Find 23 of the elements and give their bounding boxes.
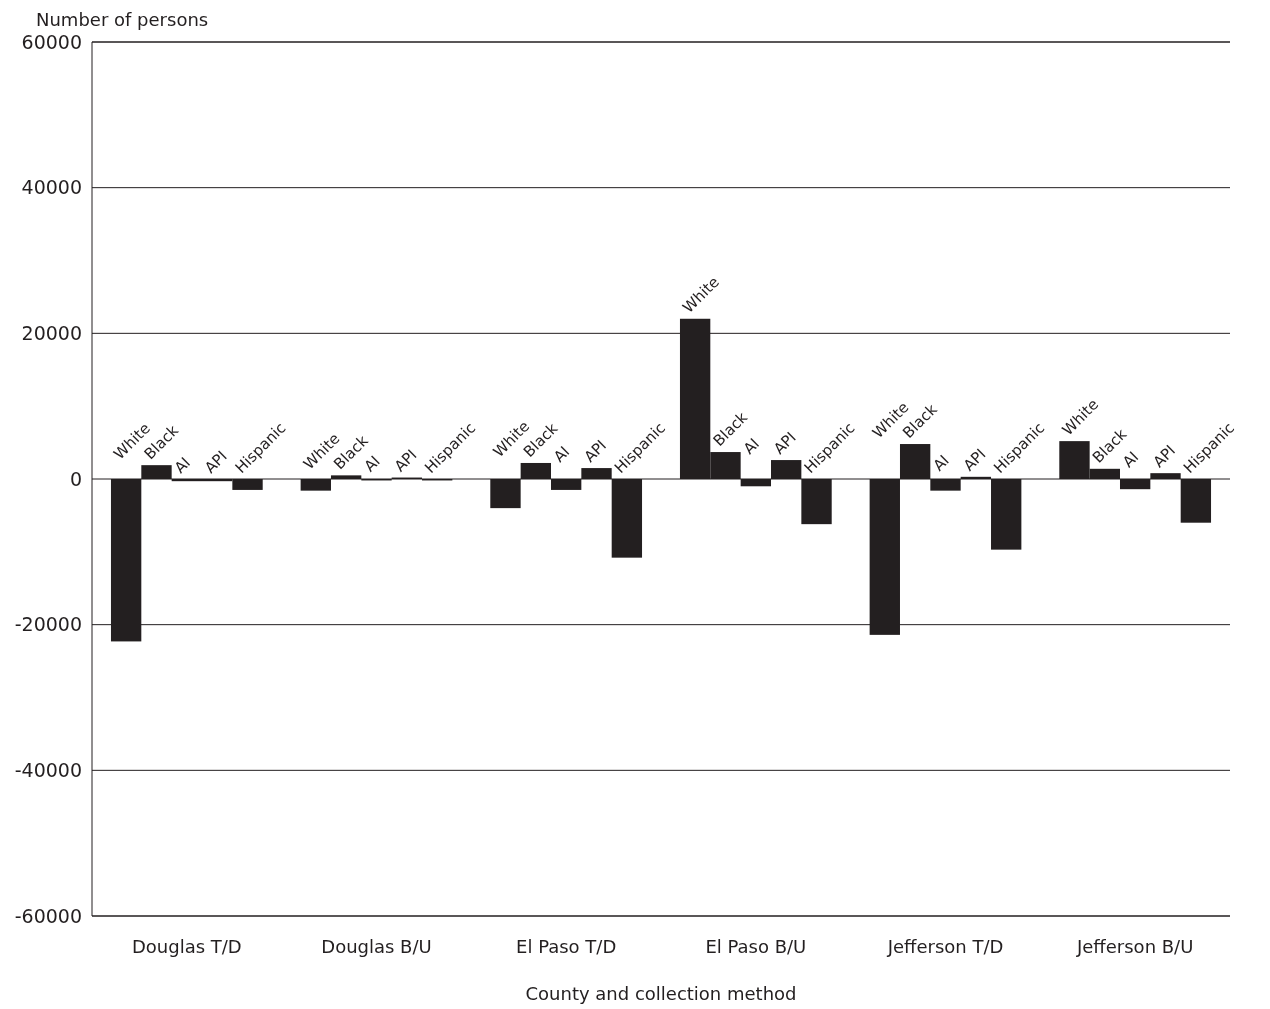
y-tick-label: -40000: [14, 758, 82, 781]
y-axis-title: Number of persons: [36, 9, 209, 30]
x-tick-label: Douglas T/D: [131, 936, 242, 958]
y-tick-label: 0: [69, 467, 82, 490]
x-tick-label: El Paso T/D: [516, 936, 617, 958]
y-tick-label: -60000: [14, 904, 82, 927]
y-tick-label: 60000: [21, 30, 82, 53]
text: API: [390, 445, 421, 476]
text: AI: [929, 451, 953, 475]
y-tick-label: 20000: [21, 321, 82, 344]
x-tick-label: Jefferson T/D: [886, 936, 1004, 958]
text: API: [580, 436, 611, 466]
x-tick-label: Jefferson B/U: [1075, 936, 1194, 958]
text: API: [1149, 441, 1180, 471]
y-tick-label: -20000: [14, 613, 82, 636]
text: API: [770, 428, 800, 458]
text: API: [201, 447, 231, 477]
x-tick-label: El Paso B/U: [705, 936, 807, 958]
text: AI: [170, 453, 194, 477]
x-axis-title: County and collection method: [525, 983, 797, 1004]
x-tick-label: Douglas B/U: [321, 936, 432, 958]
y-tick-label: 40000: [21, 176, 82, 199]
text: API: [959, 445, 990, 475]
